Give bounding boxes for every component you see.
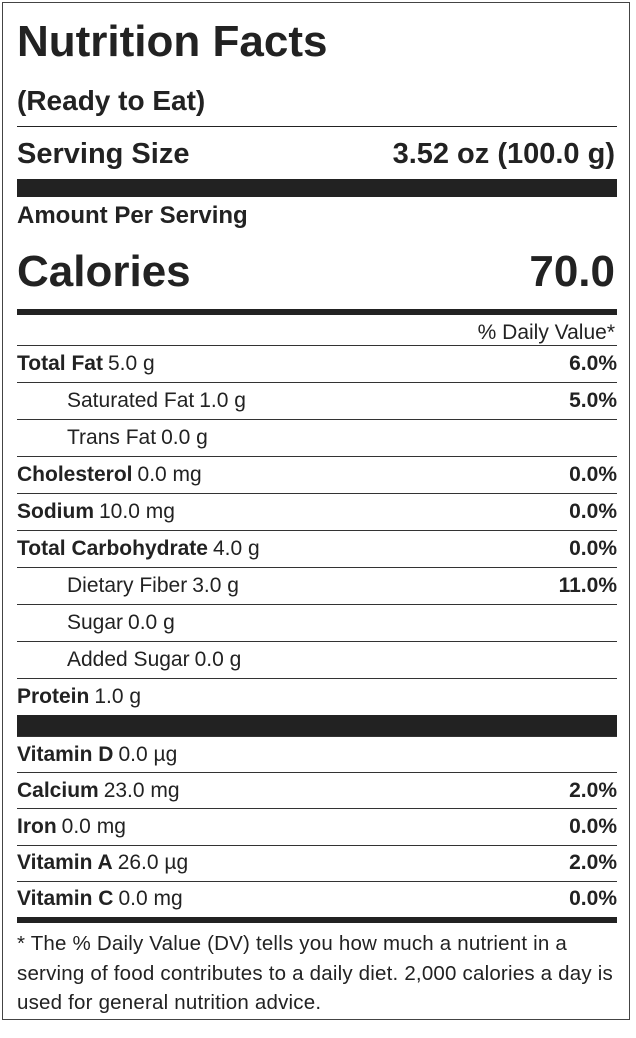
nutrient-name: Calcium (17, 778, 99, 802)
nutrient-name: Sugar (67, 611, 124, 634)
daily-value: 0.0% (569, 500, 617, 523)
serving-label: Serving Size (17, 138, 190, 170)
nutrient-row: Trans Fat 0.0 g (17, 419, 617, 456)
nutrient-amount: 5.0 g (107, 352, 155, 375)
nutrient-row: Vitamin A 26.0 µg 2.0% (17, 844, 617, 881)
nutrient-row: Saturated Fat 1.0 g 5.0% (17, 382, 617, 419)
dv-heading: % Daily Value* (477, 321, 615, 344)
nutrient-name: Saturated Fat (67, 389, 195, 412)
nutrient-row: Total Carbohydrate 4.0 g 0.0% (17, 530, 617, 567)
daily-value: 2.0% (569, 851, 617, 875)
nutrient-amount: 0.0 mg (118, 887, 183, 911)
daily-value: 5.0% (569, 389, 617, 412)
daily-value: 0.0% (569, 814, 617, 838)
nutrient-name: Vitamin A (17, 851, 113, 875)
nutrient-amount: 0.0 g (128, 611, 175, 634)
thick-line (17, 309, 617, 315)
nutrient-row: Cholesterol 0.0 mg 0.0% (17, 456, 617, 493)
nutrient-amount: 26.0 µg (117, 851, 189, 875)
nutrient-name: Trans Fat (67, 426, 157, 449)
nutrient-name: Cholesterol (17, 463, 133, 486)
title: Nutrition Facts (17, 17, 328, 66)
calories-value: 70.0 (529, 247, 615, 296)
daily-value: 0.0% (569, 887, 617, 911)
thick-bar (17, 715, 617, 736)
nutrient-row: Sugar 0.0 g (17, 604, 617, 641)
nutrient-row: Protein 1.0 g (17, 678, 617, 715)
nutrient-amount: 23.0 mg (103, 778, 180, 802)
nutrient-amount: 0.0 mg (137, 463, 202, 486)
daily-value: 0.0% (569, 537, 617, 560)
nutrient-name: Total Fat (17, 352, 103, 375)
nutrient-amount: 4.0 g (212, 537, 260, 560)
subtitle: (Ready to Eat) (17, 85, 206, 116)
daily-value: 0.0% (569, 463, 617, 486)
daily-value: 11.0% (558, 574, 617, 597)
nutrient-name: Added Sugar (67, 648, 190, 671)
nutrient-row: Added Sugar 0.0 g (17, 641, 617, 678)
nutrition-label: Nutrition Facts (Ready to Eat) Serving S… (2, 2, 630, 1020)
daily-value: 2.0% (569, 778, 617, 802)
nutrient-row: Sodium 10.0 mg 0.0% (17, 493, 617, 530)
serving-size: 3.52 oz (100.0 g) (392, 138, 615, 170)
nutrient-name: Total Carbohydrate (17, 537, 208, 560)
nutrient-row: Vitamin C 0.0 mg 0.0% (17, 880, 617, 917)
nutrient-amount: 0.0 g (194, 648, 242, 671)
nutrient-amount: 10.0 mg (99, 500, 175, 523)
nutrient-row: Total Fat 5.0 g 6.0% (17, 345, 617, 382)
nutrient-amount: 0.0 g (161, 426, 208, 449)
nutrient-row: Dietary Fiber 3.0 g 11.0% (17, 567, 617, 604)
nutrient-amount: 3.0 g (192, 574, 239, 597)
nutrient-name: Vitamin D (17, 742, 114, 766)
footnote: * The % Daily Value (DV) tells you how m… (17, 932, 613, 1014)
thick-line (17, 917, 617, 923)
daily-value: 6.0% (569, 352, 617, 375)
nutrient-row: Vitamin D 0.0 µg (17, 736, 617, 772)
nutrient-row: Iron 0.0 mg 0.0% (17, 808, 617, 844)
nutrient-name: Dietary Fiber (67, 574, 188, 597)
nutrient-name: Vitamin C (17, 887, 114, 911)
nutrient-amount: 1.0 g (199, 389, 246, 412)
nutrient-amount: 1.0 g (94, 685, 142, 708)
nutrient-amount: 0.0 mg (61, 814, 126, 838)
nutrient-name: Sodium (17, 500, 94, 523)
nutrient-amount: 0.0 µg (118, 742, 178, 766)
nutrient-row: Calcium 23.0 mg 2.0% (17, 772, 617, 808)
calories-label: Calories (17, 247, 191, 296)
amount-per-serving: Amount Per Serving (17, 202, 248, 229)
thick-bar (17, 179, 617, 197)
nutrient-name: Iron (17, 814, 57, 838)
nutrient-name: Protein (17, 685, 90, 708)
divider (17, 126, 617, 127)
